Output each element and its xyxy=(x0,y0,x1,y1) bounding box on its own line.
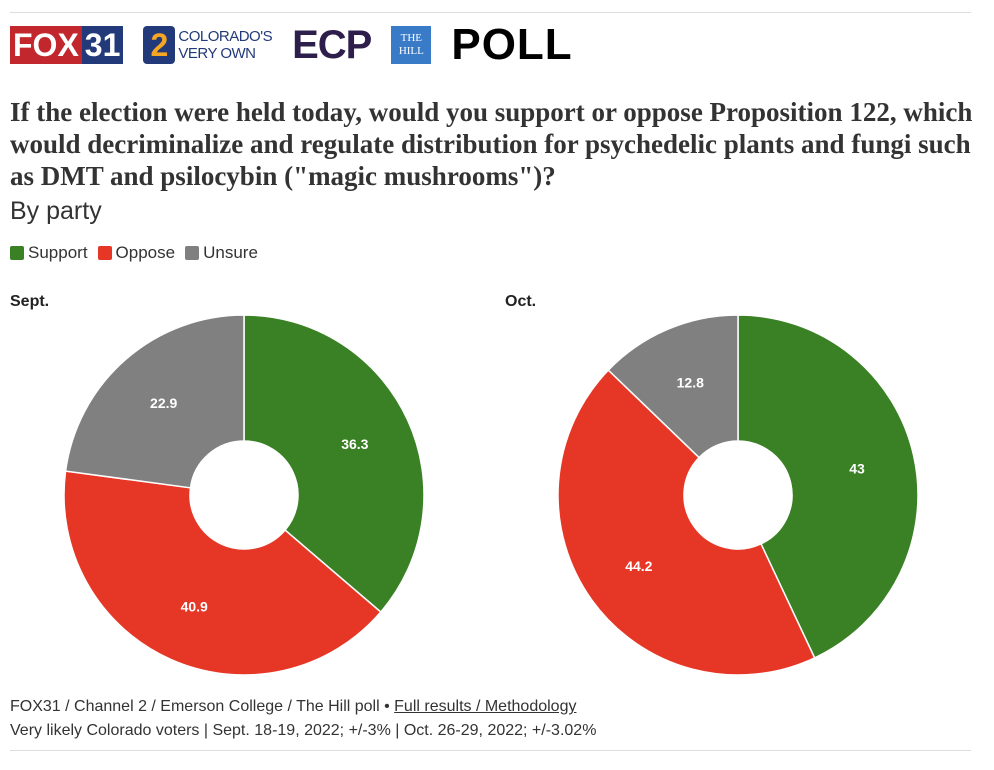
chart-title: If the election were held today, would y… xyxy=(10,97,973,191)
legend-item-oppose: Oppose xyxy=(97,242,175,264)
footer-source: FOX31 / Channel 2 / Emerson College / Th… xyxy=(10,698,395,715)
fox31-logo: FOX 31 xyxy=(10,26,124,64)
channel2-logo: 2 COLORADO'S VERY OWN xyxy=(143,26,273,64)
data-label-unsure: 12.8 xyxy=(677,375,704,391)
pie-slice-oppose xyxy=(557,369,816,676)
pie-slice-support xyxy=(737,314,919,659)
legend-item-support: Support xyxy=(10,242,88,264)
pie-title-oct: Oct. xyxy=(505,293,537,310)
pie-slice-support xyxy=(243,314,425,614)
bottom-rule xyxy=(10,750,971,751)
poll-heading: POLL xyxy=(451,20,573,69)
legend-item-unsure: Unsure xyxy=(185,242,258,264)
ecp-logo: ECP xyxy=(292,22,372,67)
chart-subtitle: By party xyxy=(10,197,102,225)
footer: FOX31 / Channel 2 / Emerson College / Th… xyxy=(10,695,596,743)
the-hill-logo: THE HILL xyxy=(391,26,432,64)
legend-swatch xyxy=(10,246,24,260)
methodology-link[interactable]: Full results / Methodology xyxy=(394,698,577,715)
data-label-oppose: 40.9 xyxy=(181,598,208,614)
data-label-unsure: 22.9 xyxy=(150,395,177,411)
legend: Support Oppose Unsure xyxy=(10,242,975,264)
chart-header: If the election were held today, would y… xyxy=(10,96,975,264)
logo-bar: FOX 31 2 COLORADO'S VERY OWN ECP THE HILL PO… xyxy=(10,20,573,69)
pie-slice-unsure xyxy=(607,314,739,459)
top-rule xyxy=(10,12,971,13)
pie-title-sept: Sept. xyxy=(10,293,50,310)
legend-swatch xyxy=(97,246,112,260)
pie-slice-unsure xyxy=(64,314,245,489)
footer-note: Very likely Colorado voters | Sept. 18-1… xyxy=(10,722,597,739)
legend-swatch xyxy=(185,246,200,260)
pie-slice-oppose xyxy=(63,470,382,676)
data-label-oppose: 44.2 xyxy=(625,558,652,574)
data-label-support: 43 xyxy=(849,460,865,476)
data-label-support: 36.3 xyxy=(341,436,368,452)
